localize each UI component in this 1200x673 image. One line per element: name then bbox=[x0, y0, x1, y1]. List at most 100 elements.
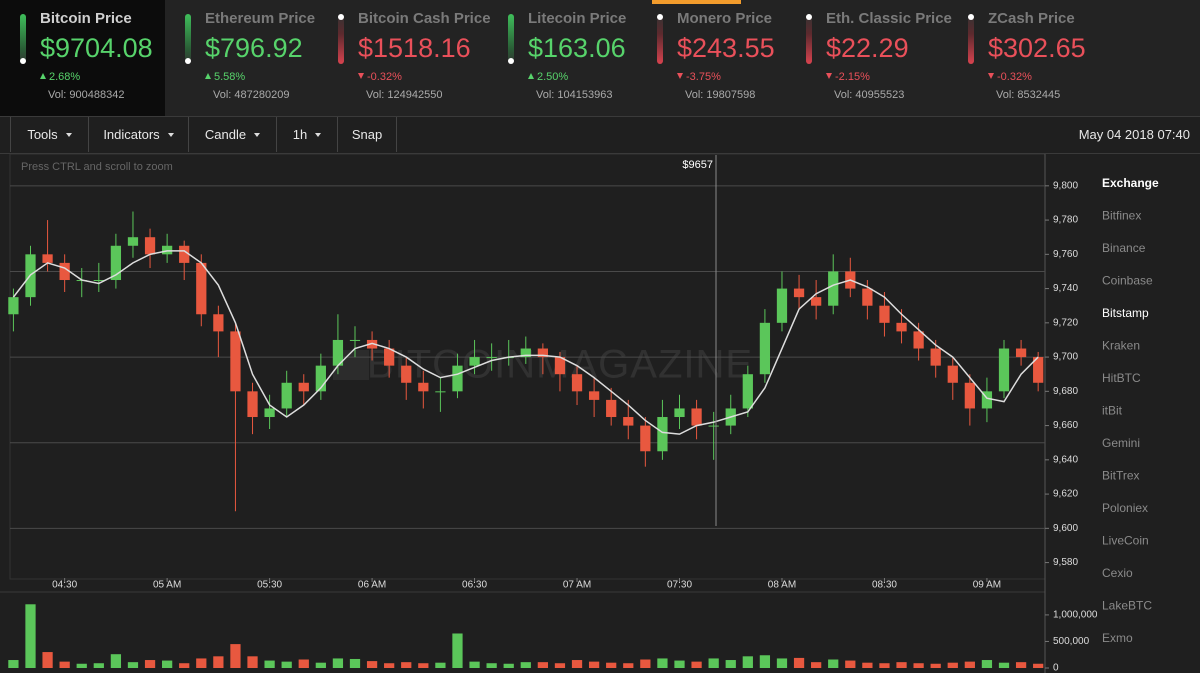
ticker-tile[interactable]: Ethereum Price $796.92 5.58% Vol: 487280209 bbox=[165, 0, 318, 116]
candle-body bbox=[708, 425, 719, 427]
exchange-item[interactable]: Cexio bbox=[1102, 566, 1133, 580]
trend-gauge bbox=[20, 14, 26, 64]
exchange-item[interactable]: LiveCoin bbox=[1102, 534, 1149, 548]
candle-body bbox=[298, 382, 309, 392]
exchange-item[interactable]: Exmo bbox=[1102, 631, 1133, 645]
x-tick-label: 08:30 bbox=[872, 580, 897, 591]
toolbar-button[interactable]: Indicators bbox=[88, 117, 188, 152]
change-value: -0.32% bbox=[367, 71, 402, 83]
candle-body bbox=[623, 417, 634, 426]
caret bbox=[315, 133, 322, 137]
x-tick-label: 07:30 bbox=[667, 580, 692, 591]
exchange-item[interactable]: Poloniex bbox=[1102, 501, 1148, 515]
toolbar-button[interactable]: Candle bbox=[188, 117, 276, 152]
ticker-volume: Vol: 40955523 bbox=[834, 89, 905, 101]
volume-bar bbox=[879, 663, 890, 668]
ticker-price: $302.65 bbox=[988, 33, 1086, 63]
exchange-item[interactable]: HitBTC bbox=[1102, 371, 1141, 385]
y-tick-label: 9,720 bbox=[1053, 317, 1078, 328]
ticker-price: $9704.08 bbox=[40, 33, 153, 63]
candle-body bbox=[811, 297, 822, 306]
ticker-change: 2.50% bbox=[528, 71, 568, 83]
exchange-item[interactable]: Kraken bbox=[1102, 339, 1140, 353]
volume-bar bbox=[571, 660, 583, 668]
volume-bar bbox=[588, 661, 600, 668]
ticker-tile[interactable]: Eth. Classic Price $22.29 -2.15% Vol: 40955… bbox=[786, 0, 952, 116]
ticker-name: ZCash Price bbox=[988, 10, 1075, 27]
candle-body bbox=[913, 331, 924, 349]
volume-bar bbox=[503, 663, 514, 668]
toolbar-button[interactable]: Tools bbox=[10, 117, 88, 152]
caret bbox=[254, 133, 261, 137]
volume-bar bbox=[486, 663, 497, 668]
candle-body bbox=[486, 357, 497, 359]
volume-bar bbox=[349, 658, 361, 668]
gauge-knob bbox=[20, 58, 26, 64]
candle-body bbox=[230, 331, 241, 392]
x-tick-label: 09 AM bbox=[973, 580, 1001, 591]
ticker-volume: Vol: 487280209 bbox=[213, 89, 290, 101]
ticker-change: -0.32% bbox=[988, 71, 1032, 83]
ticker-name: Ethereum Price bbox=[205, 10, 316, 27]
volume-bar bbox=[179, 663, 190, 668]
volume-bar bbox=[76, 663, 87, 668]
ticker-price: $22.29 bbox=[826, 33, 909, 63]
volume-bar bbox=[298, 659, 309, 668]
ticker-volume: Vol: 900488342 bbox=[48, 89, 125, 101]
candle-body bbox=[8, 297, 19, 315]
ticker-tile[interactable]: Bitcoin Cash Price $1518.16 -0.32% Vol: 124… bbox=[318, 0, 491, 116]
exchange-item[interactable]: Coinbase bbox=[1102, 274, 1153, 288]
exchange-title: Exchange bbox=[1102, 176, 1159, 190]
candle-body bbox=[947, 365, 958, 383]
candle-body bbox=[896, 322, 907, 332]
volume-bar bbox=[162, 660, 173, 668]
volume-bar bbox=[1015, 662, 1027, 668]
ticker-tile[interactable]: ZCash Price $302.65 -0.32% Vol: 8532445 bbox=[948, 0, 1200, 116]
candle-body bbox=[196, 262, 207, 315]
ticker-change: 2.68% bbox=[40, 71, 80, 83]
button-label: 1h bbox=[292, 127, 308, 142]
x-tick-label: 06:30 bbox=[462, 580, 487, 591]
volume-bar bbox=[230, 644, 241, 668]
exchange-item[interactable]: Gemini bbox=[1102, 436, 1140, 450]
exchange-item[interactable]: BitTrex bbox=[1102, 469, 1140, 483]
change-value: 5.58% bbox=[214, 71, 246, 83]
exchange-item[interactable]: Bitfinex bbox=[1102, 209, 1141, 223]
volume-bar bbox=[264, 660, 275, 668]
trend-arrow bbox=[205, 73, 211, 79]
candle-body bbox=[127, 237, 139, 246]
caret bbox=[65, 133, 72, 137]
ticker-volume: Vol: 8532445 bbox=[996, 89, 1061, 101]
exchange-item[interactable]: itBit bbox=[1102, 404, 1123, 418]
exchange-item[interactable]: Bitstamp bbox=[1102, 306, 1149, 320]
toolbar-button[interactable]: 1h bbox=[276, 117, 337, 152]
datetime: May 04 2018 07:40 bbox=[1078, 127, 1190, 142]
candle-body bbox=[537, 348, 548, 358]
exchange-item[interactable]: Binance bbox=[1102, 241, 1146, 255]
gauge-knob bbox=[657, 14, 663, 20]
exchange-item[interactable]: LakeBTC bbox=[1102, 599, 1152, 613]
candle-body bbox=[401, 365, 412, 383]
volume-bar bbox=[811, 662, 822, 668]
volume-bar bbox=[213, 656, 224, 668]
toolbar: May 04 2018 07:40 Tools Indicators Candle 1… bbox=[0, 117, 1200, 154]
toolbar-button[interactable]: Snap bbox=[337, 117, 397, 152]
volume-bar bbox=[930, 663, 941, 668]
volume-tick-label: 500,000 bbox=[1053, 636, 1090, 647]
volume-bar bbox=[640, 659, 651, 668]
volume-bar bbox=[144, 660, 156, 668]
candle-body bbox=[179, 245, 190, 263]
volume-bar bbox=[469, 661, 480, 668]
candle-body bbox=[110, 245, 122, 281]
volume-bar bbox=[998, 662, 1010, 668]
candle-body bbox=[144, 237, 156, 255]
ticker-tile[interactable]: Monero Price $243.55 -3.75% Vol: 19807598 bbox=[637, 0, 786, 116]
crosshair-label: $9657 bbox=[682, 159, 713, 171]
ticker-tile[interactable]: Bitcoin Price $9704.08 2.68% Vol: 900488342 bbox=[0, 0, 165, 116]
ticker-name: Monero Price bbox=[677, 10, 773, 27]
volume-bar bbox=[8, 660, 19, 668]
ticker-tile[interactable]: Litecoin Price $163.06 2.50% Vol: 104153963 bbox=[488, 0, 637, 116]
trend-gauge bbox=[806, 14, 812, 64]
volume-bar bbox=[725, 660, 736, 668]
volume-bar bbox=[896, 662, 907, 668]
